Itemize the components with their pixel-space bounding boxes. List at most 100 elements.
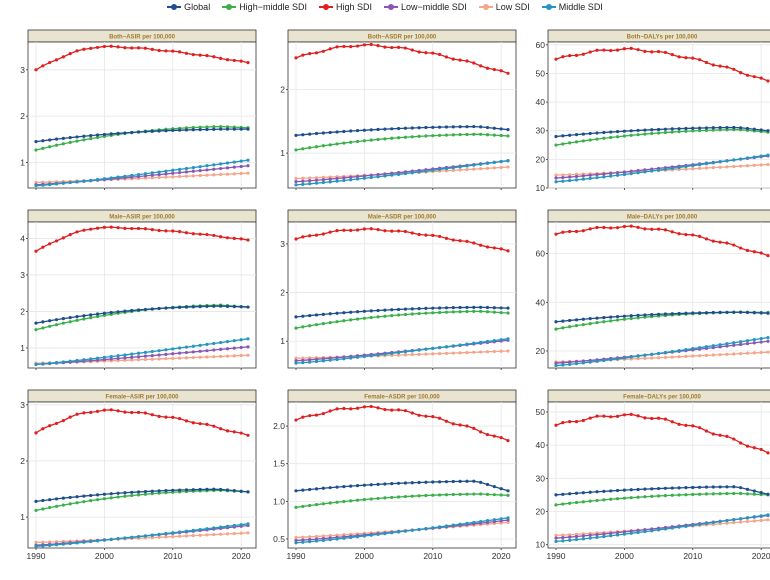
series-point <box>561 361 565 365</box>
series-point <box>102 492 106 496</box>
series-point <box>670 166 674 170</box>
series-point <box>123 226 127 230</box>
series-point <box>157 172 161 177</box>
series-point <box>472 350 476 354</box>
series-point <box>82 314 86 318</box>
series-point <box>465 239 469 244</box>
series-point <box>383 308 387 312</box>
series-point <box>102 355 106 359</box>
series-point <box>403 312 408 317</box>
series-point <box>198 355 202 359</box>
plot-area <box>27 221 257 369</box>
series-point <box>157 349 161 353</box>
series-point <box>485 339 490 344</box>
y-tick-label: 1.5 <box>273 459 285 469</box>
series-point <box>718 492 722 496</box>
series-point <box>568 420 572 424</box>
series-point <box>109 357 113 361</box>
series-point <box>588 490 592 494</box>
series-point <box>184 356 189 360</box>
series-point <box>739 491 743 496</box>
series-point <box>130 410 134 415</box>
series-point <box>684 311 688 315</box>
series-point <box>164 129 168 133</box>
series-point <box>171 415 175 420</box>
series-point <box>615 315 620 319</box>
series-point <box>622 129 626 133</box>
series-point <box>465 479 469 483</box>
series-point <box>308 414 312 418</box>
series-point <box>629 224 633 228</box>
series-point <box>205 533 209 537</box>
series-point <box>61 55 65 59</box>
series-point <box>136 226 141 231</box>
series-point <box>383 45 387 49</box>
series-point <box>41 245 45 249</box>
series-point <box>684 486 688 490</box>
series-point <box>219 56 223 61</box>
series-point <box>136 308 141 312</box>
series-point <box>403 350 408 354</box>
series-point <box>732 352 736 356</box>
series-point <box>759 447 763 452</box>
panel: Both−ASIR per 100,000 1 2 3 <box>20 29 257 190</box>
series-point <box>246 490 250 494</box>
series-point <box>198 304 202 309</box>
series-point <box>61 321 65 325</box>
series-point <box>595 173 599 177</box>
series-point <box>308 540 312 544</box>
series-point <box>704 492 709 496</box>
series-point <box>308 324 312 328</box>
series-point <box>383 482 387 486</box>
legend-label: Low SDI <box>495 2 530 12</box>
series-point <box>376 175 380 179</box>
series-point <box>704 166 709 170</box>
y-tick-label: 2 <box>280 85 285 95</box>
series-point <box>472 61 476 65</box>
series-point <box>239 237 243 241</box>
series-point <box>609 358 613 362</box>
series-point <box>294 237 298 241</box>
series-point <box>335 130 339 134</box>
series-point <box>732 521 736 525</box>
series-point <box>34 328 38 332</box>
series-point <box>506 311 510 315</box>
series-point <box>636 48 640 52</box>
series-point <box>663 417 668 421</box>
series-point <box>492 306 496 310</box>
series-point <box>650 352 654 356</box>
series-point <box>581 139 585 143</box>
series-point <box>492 310 496 314</box>
series-point <box>54 504 59 508</box>
series-point <box>499 133 503 138</box>
series-point <box>574 53 579 57</box>
series-point <box>396 229 401 233</box>
series-point <box>472 167 476 171</box>
series-point <box>677 486 681 490</box>
series-point <box>670 486 674 490</box>
series-point <box>171 168 175 172</box>
series-point <box>568 229 572 234</box>
series-point <box>54 543 59 547</box>
series-point <box>383 496 387 500</box>
series-point <box>355 139 360 144</box>
series-point <box>444 493 449 497</box>
series-point <box>465 521 469 525</box>
series-point <box>41 498 45 503</box>
series-point <box>191 488 195 492</box>
series-point <box>225 127 230 131</box>
series-point <box>301 358 305 362</box>
series-point <box>321 538 325 542</box>
series-point <box>759 76 763 80</box>
series-point <box>506 520 510 525</box>
x-tick-label: 2010 <box>163 551 182 561</box>
series-point <box>684 493 688 497</box>
series-point <box>602 175 606 179</box>
series-point <box>745 342 750 346</box>
series-point <box>581 317 585 321</box>
series-point <box>431 346 435 351</box>
series-point <box>745 339 750 343</box>
series-point <box>102 357 106 362</box>
series-point <box>171 49 175 53</box>
y-tick-label: 60 <box>536 249 546 259</box>
